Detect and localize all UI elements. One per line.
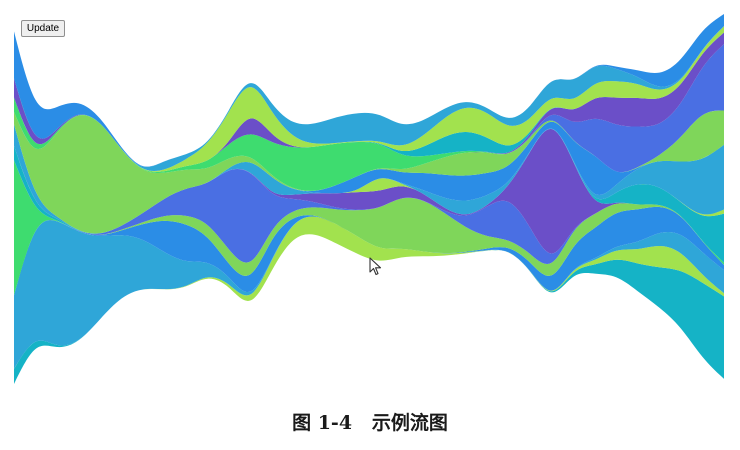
stream-layer: [14, 121, 724, 234]
stream-layer: [14, 129, 724, 263]
stream-layer: [14, 197, 724, 296]
stream-layer: [14, 216, 724, 369]
streamgraph: [14, 14, 724, 384]
arrow-pointer-icon: [369, 257, 382, 276]
update-button[interactable]: Update: [21, 20, 65, 37]
stream-layer: [14, 124, 724, 234]
stream-layer: [14, 26, 724, 172]
stream-layer: [14, 206, 724, 296]
stream-layers: [14, 14, 724, 384]
stream-layer: [14, 169, 724, 296]
stream-layer: [14, 110, 724, 234]
figure-caption: 图 1-4 示例流图: [292, 412, 448, 434]
stream-layer: [14, 44, 724, 191]
